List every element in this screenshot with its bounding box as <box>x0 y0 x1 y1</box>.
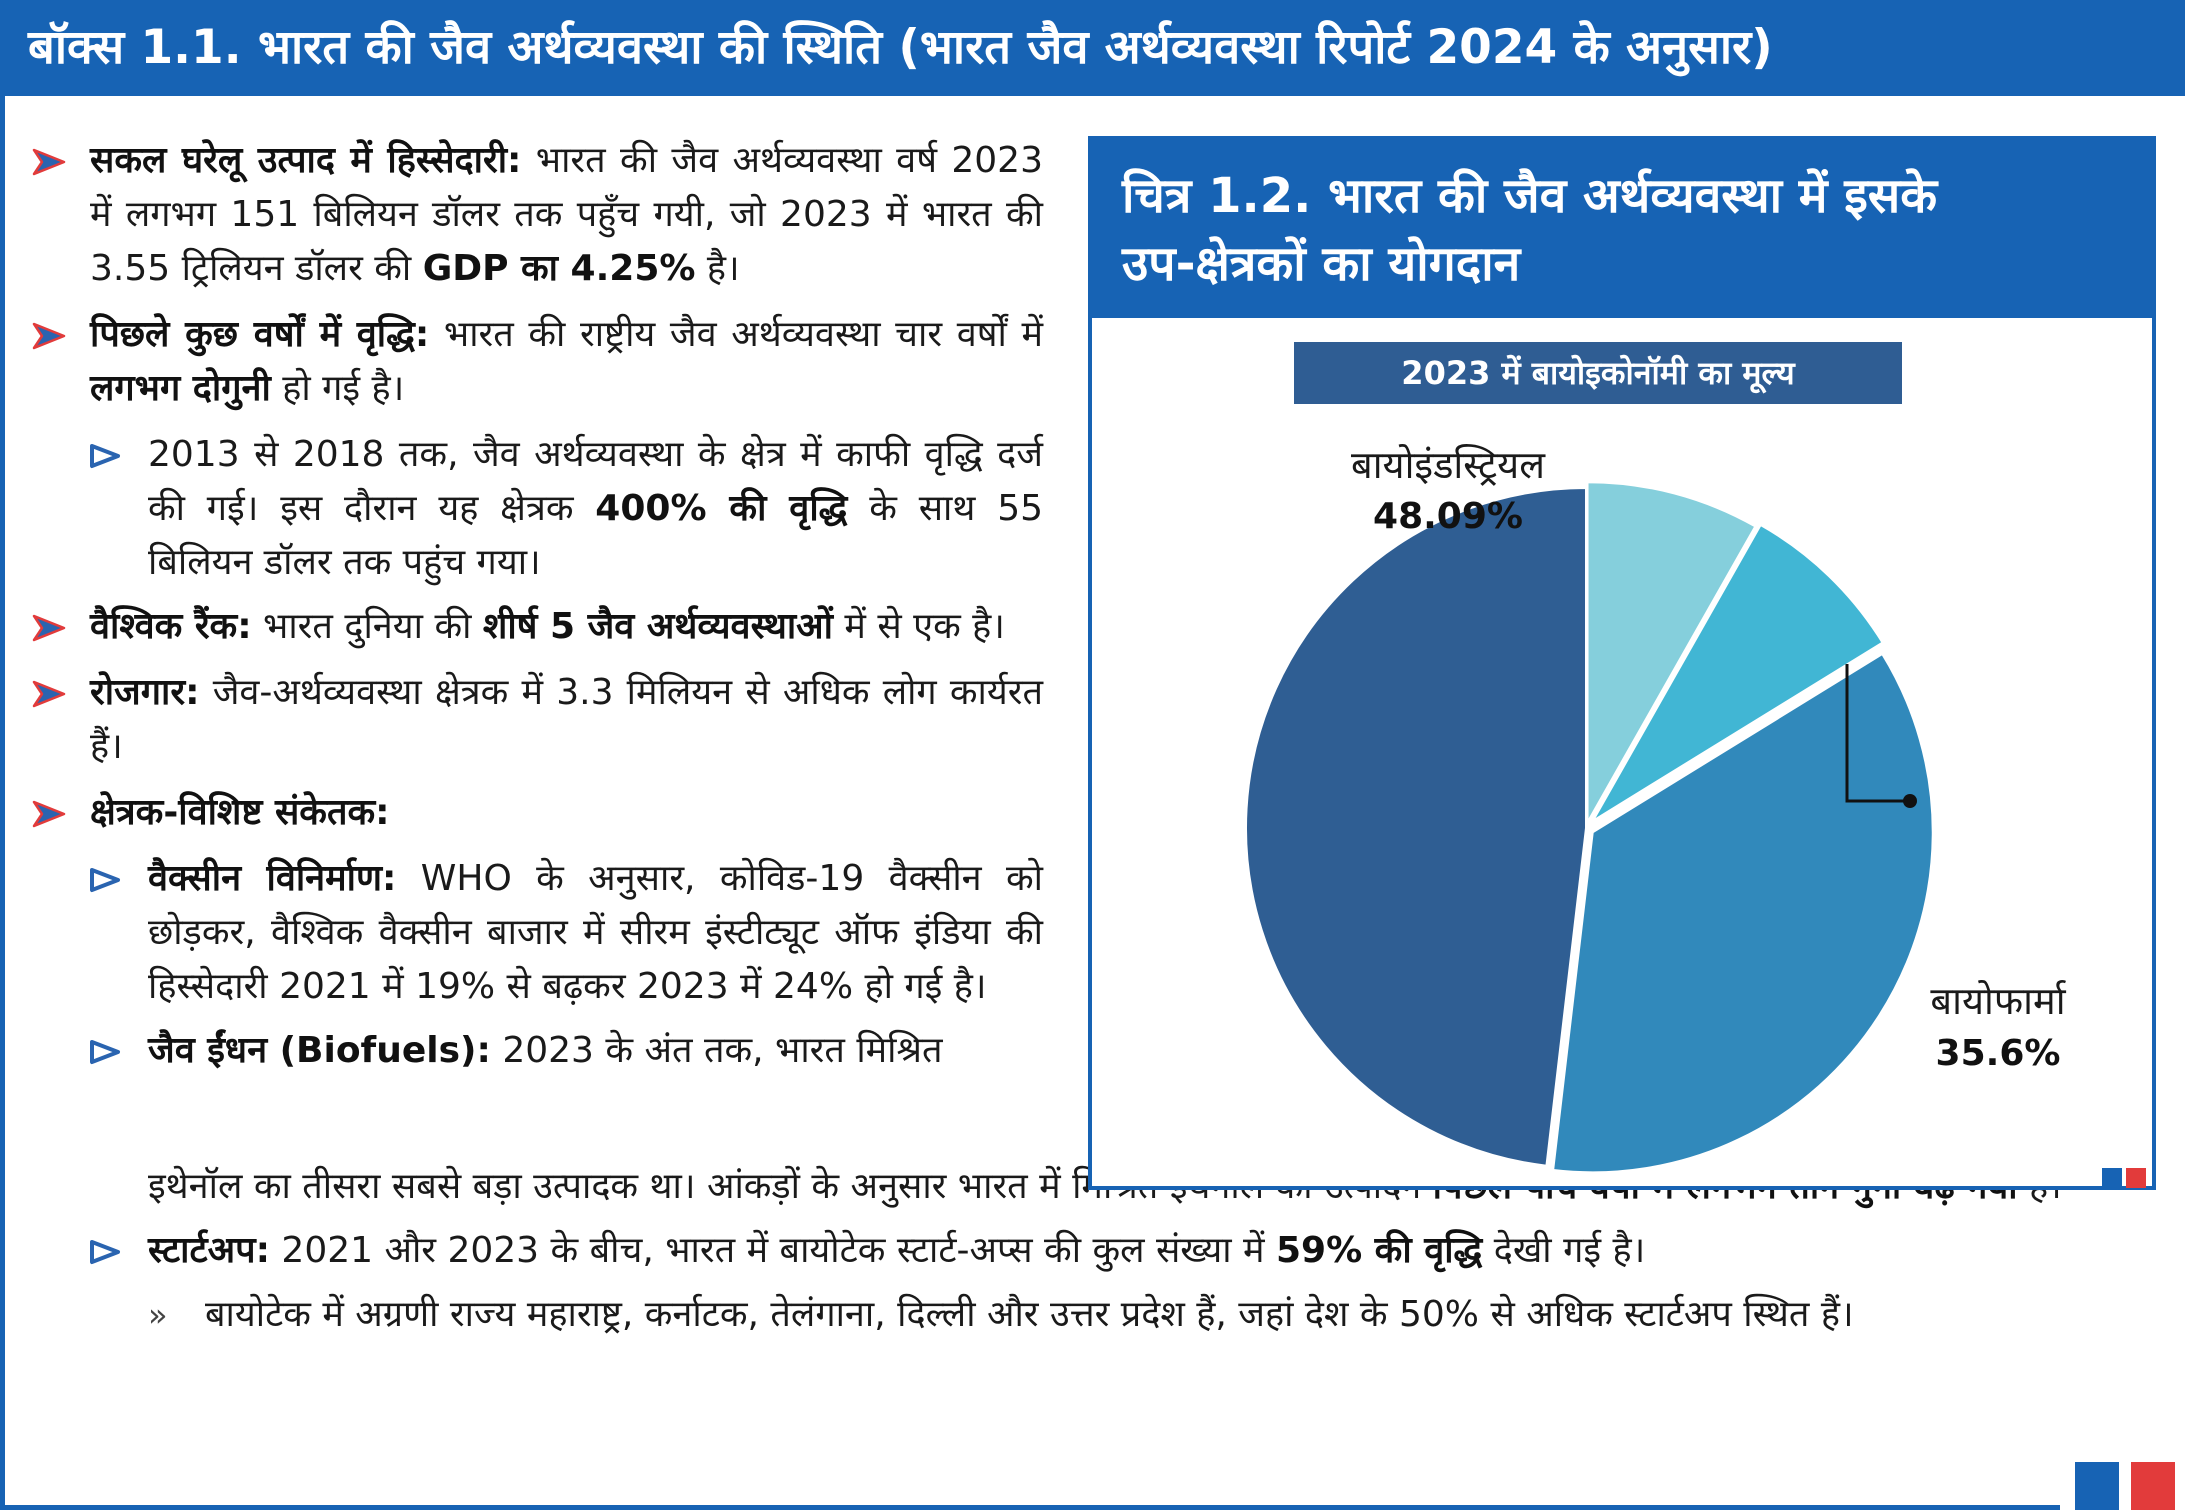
biofuel-text-a: 2023 के अंत तक, भारत मिश्रित <box>490 1030 943 1071</box>
slice-label-biopharma: बायोफार्मा <box>1930 979 2066 1023</box>
triangle-pointer-icon <box>32 322 66 350</box>
rank-text: भारत दुनिया की <box>251 606 483 647</box>
triangle-outline-icon <box>90 1240 120 1264</box>
box-bottom-border <box>0 1505 2060 1510</box>
list-item-indicators: क्षेत्रक-विशिष्ट संकेतक: <box>28 786 1043 840</box>
corner-square-blue-large <box>2075 1462 2119 1510</box>
leader-line-bioindustrial <box>1845 664 1910 803</box>
rank-label: वैश्विक रैंक: <box>90 606 252 647</box>
gdp-tail: है। <box>695 248 740 289</box>
chart-title: 2023 में बायोइकोनॉमी का मूल्य <box>1294 342 1902 404</box>
list-item-biofuel-line1: जैव ईंधन (Biofuels): 2023 के अंत तक, भार… <box>28 1024 1043 1078</box>
corner-square-red-large <box>2131 1462 2175 1510</box>
slice-value-biopharma: 35.6% <box>1936 1033 2061 1074</box>
triangle-pointer-icon <box>32 680 66 708</box>
slice-value-bioindustrial: 48.09% <box>1373 496 1523 537</box>
list-item-vaccine: वैक्सीन विनिर्माण: WHO के अनुसार, कोविड-… <box>28 852 1043 1014</box>
growth-sub-bold: 400% की वृद्धि <box>595 488 848 529</box>
startup-tail: देखी गई है। <box>1482 1230 1646 1271</box>
growth-sub-tail: के साथ 55 बिलियन डॉलर तक पहुंच गया। <box>148 488 1044 583</box>
corner-square-red-small <box>2126 1168 2146 1188</box>
gdp-label: सकल घरेलू उत्पाद में हिस्सेदारी: <box>90 140 522 181</box>
box-title: बॉक्स 1.1. भारत की जैव अर्थव्यवस्था की स… <box>0 0 2185 96</box>
states-text: बायोटेक में अग्रणी राज्य महाराष्ट्र, कर्… <box>205 1294 1854 1335</box>
corner-square-blue-small <box>2102 1168 2122 1188</box>
pie-slice-biopharma <box>1552 652 1934 1174</box>
startup-label: स्टार्टअप: <box>148 1230 270 1271</box>
triangle-outline-icon <box>90 1040 120 1064</box>
slice-label-bioindustrial: बायोइंडस्ट्रियल <box>1351 443 1546 487</box>
indicators-label: क्षेत्रक-विशिष्ट संकेतक: <box>90 792 390 833</box>
triangle-pointer-icon <box>32 800 66 828</box>
growth-bold: लगभग दोगुनी <box>90 368 271 409</box>
rank-tail: में से एक है। <box>832 606 1005 647</box>
figure-box: चित्र 1.2. भारत की जैव अर्थव्यवस्था में … <box>1088 136 2156 1190</box>
list-item-growth: पिछले कुछ वर्षों में वृद्धि: भारत की राष… <box>28 308 1043 416</box>
vaccine-text: WHO के अनुसार, कोविड-19 वैक्सीन को छोड़क… <box>148 858 1044 1007</box>
pie-slice-bioagri <box>1586 481 1757 826</box>
growth-text: भारत की राष्ट्रीय जैव अर्थव्यवस्था चार व… <box>429 314 1043 355</box>
triangle-outline-icon <box>90 868 120 892</box>
figure-title-line2: उप-क्षेत्रकों का योगदान <box>1122 236 1521 292</box>
employment-text: जैव-अर्थव्यवस्था क्षेत्रक में 3.3 मिलियन… <box>90 672 1043 767</box>
growth-tail: हो गई है। <box>270 368 405 409</box>
triangle-pointer-icon <box>32 614 66 642</box>
leader-dot-bioindustrial <box>1903 794 1917 808</box>
startup-bold: 59% की वृद्धि <box>1275 1230 1483 1271</box>
growth-label: पिछले कुछ वर्षों में वृद्धि: <box>90 314 430 355</box>
list-item-gdp: सकल घरेलू उत्पाद में हिस्सेदारी: भारत की… <box>28 134 1043 296</box>
pie-chart: बायोएग्री8.2%बायोरिसर्च औरबायोआईटी8%बायो… <box>1244 443 2067 1174</box>
employment-label: रोजगार: <box>90 672 200 713</box>
biofuel-label: जैव ईंधन (Biofuels): <box>148 1030 491 1071</box>
figure-title-line1: चित्र 1.2. भारत की जैव अर्थव्यवस्था में … <box>1122 168 1938 224</box>
gdp-text: भारत की जैव अर्थव्यवस्था वर्ष 2023 में ल… <box>90 140 1043 289</box>
triangle-pointer-icon <box>32 148 66 176</box>
list-item-rank: वैश्विक रैंक: भारत दुनिया की शीर्ष 5 जैव… <box>28 600 1043 654</box>
content-left-column: सकल घरेलू उत्पाद में हिस्सेदारी: भारत की… <box>28 134 1043 1078</box>
box-left-border <box>0 96 5 1510</box>
pie-slice-bioresearch <box>1592 523 1884 822</box>
list-item-states: » बायोटेक में अग्रणी राज्य महाराष्ट्र, क… <box>28 1288 2158 1342</box>
list-item-startup: स्टार्टअप: 2021 और 2023 के बीच, भारत में… <box>28 1224 2158 1278</box>
figure-title: चित्र 1.2. भारत की जैव अर्थव्यवस्था में … <box>1092 140 2152 318</box>
list-item-employment: रोजगार: जैव-अर्थव्यवस्था क्षेत्रक में 3.… <box>28 666 1043 774</box>
pie-slice-bioindustrial <box>1244 486 1587 1167</box>
sub-bullet: » <box>148 1296 168 1334</box>
rank-bold: शीर्ष 5 जैव अर्थव्यवस्थाओं <box>482 606 833 647</box>
triangle-outline-icon <box>90 444 120 468</box>
growth-sub-text: 2013 से 2018 तक, जैव अर्थव्यवस्था के क्ष… <box>148 434 1043 529</box>
list-item-growth-detail: 2013 से 2018 तक, जैव अर्थव्यवस्था के क्ष… <box>28 428 1043 590</box>
gdp-bold: GDP का 4.25% <box>422 248 696 289</box>
startup-text: 2021 और 2023 के बीच, भारत में बायोटेक स्… <box>269 1230 1276 1271</box>
vaccine-label: वैक्सीन विनिर्माण: <box>148 858 397 899</box>
